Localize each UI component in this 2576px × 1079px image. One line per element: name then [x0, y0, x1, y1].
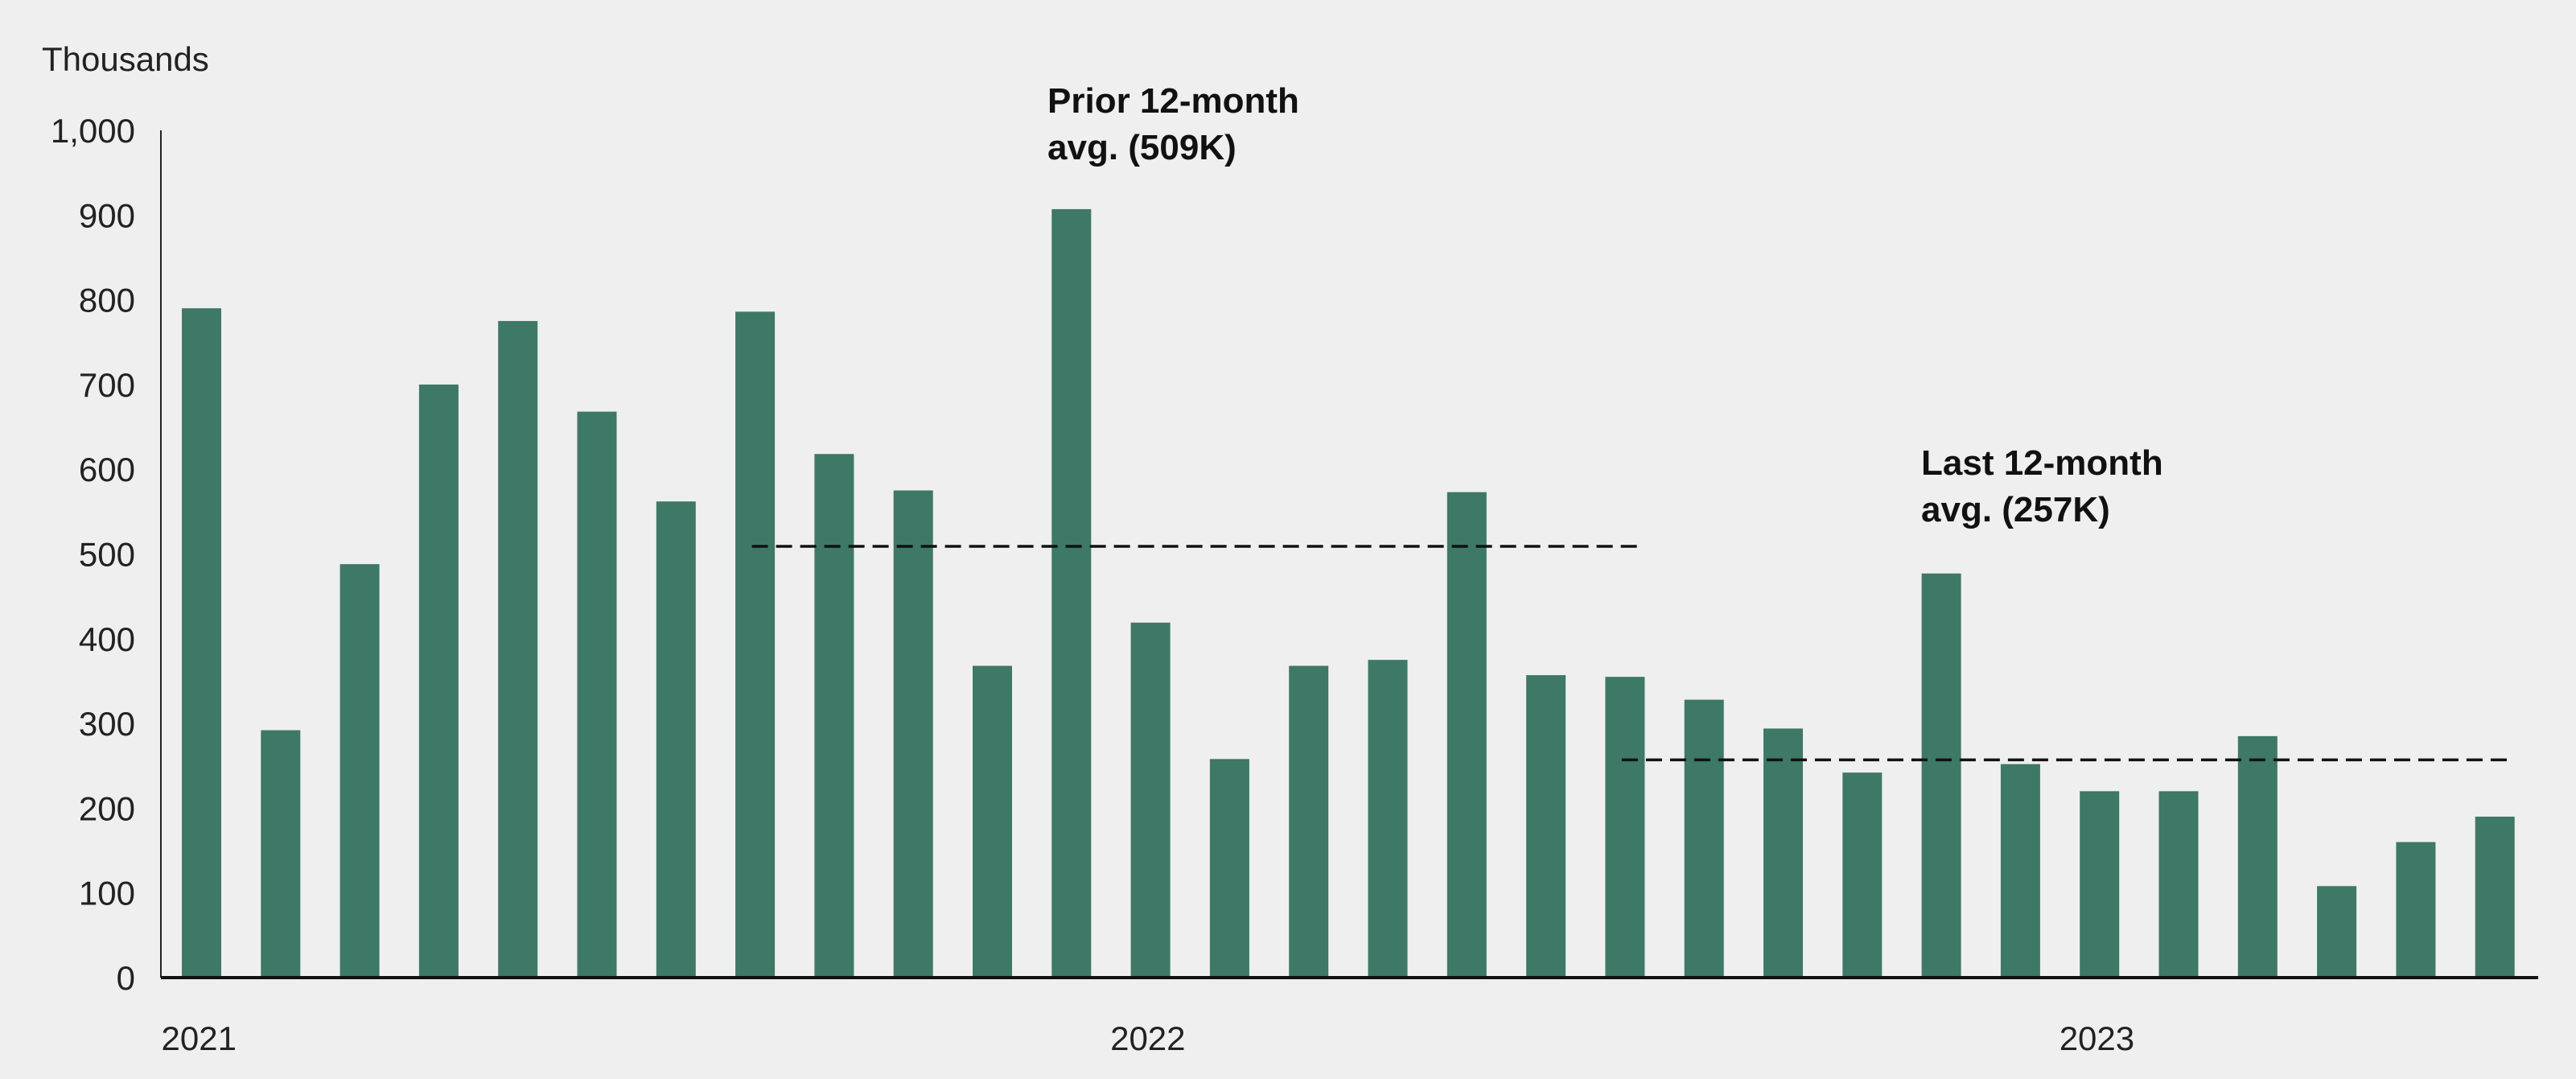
- y-tick-label: 500: [79, 536, 135, 574]
- y-tick-label: 400: [79, 620, 135, 658]
- bar: [2158, 791, 2199, 978]
- bar: [1051, 208, 1092, 978]
- bar: [735, 311, 776, 978]
- bar: [2475, 816, 2515, 978]
- y-tick-label: 600: [79, 451, 135, 488]
- bar: [2237, 735, 2278, 978]
- bar: [2317, 886, 2357, 978]
- x-tick-label: 2023: [2060, 1019, 2134, 1057]
- bar: [2396, 842, 2436, 978]
- reference-lines: Prior 12-month avg. (509K) Last 12-month av…: [751, 81, 2514, 762]
- y-axis-label: Thousands: [42, 40, 209, 78]
- bar: [1763, 728, 1803, 978]
- y-tick-label: 900: [79, 196, 135, 234]
- bar: [814, 454, 854, 978]
- average-annotation-line1: Last 12-month: [1921, 443, 2163, 483]
- bar: [1921, 573, 1961, 978]
- bar: [1289, 665, 1329, 978]
- bar: [1526, 675, 1566, 978]
- bar: [2000, 764, 2040, 978]
- x-tick-label: 2021: [162, 1019, 237, 1057]
- average-annotation-line2: avg. (509K): [1047, 128, 1237, 167]
- bar: [1368, 660, 1408, 978]
- y-tick-label: 800: [79, 282, 135, 319]
- y-tick-label: 0: [117, 959, 135, 997]
- bar: [418, 384, 459, 978]
- bar: [893, 490, 933, 978]
- y-axis-ticks: 0 100 200 300 400 500 600 700 800 900 1,000: [51, 112, 135, 997]
- y-tick-label: 700: [79, 366, 135, 404]
- bar: [1209, 759, 1249, 978]
- average-annotation-line1: Prior 12-month: [1047, 81, 1299, 121]
- x-tick-label: 2022: [1110, 1019, 1185, 1057]
- bar: [656, 501, 696, 978]
- bar: [1130, 622, 1171, 978]
- x-axis-ticks: 2021 2022 2023: [162, 1019, 2135, 1057]
- bar: [1605, 677, 1645, 978]
- y-tick-label: 100: [79, 875, 135, 912]
- y-tick-label: 200: [79, 789, 135, 827]
- bar: [973, 665, 1012, 978]
- bar: [498, 320, 538, 978]
- bar: [2080, 791, 2120, 978]
- bar: [182, 308, 221, 978]
- bar: [1446, 492, 1487, 978]
- bar: [1842, 772, 1883, 978]
- bar: [261, 730, 301, 978]
- y-tick-label: 300: [79, 705, 135, 743]
- y-tick-label: 1,000: [51, 112, 135, 150]
- bar: [339, 564, 380, 978]
- bar: [1684, 699, 1724, 978]
- average-annotation-line2: avg. (257K): [1921, 490, 2110, 529]
- bar: [577, 411, 617, 978]
- bars: [182, 208, 2515, 978]
